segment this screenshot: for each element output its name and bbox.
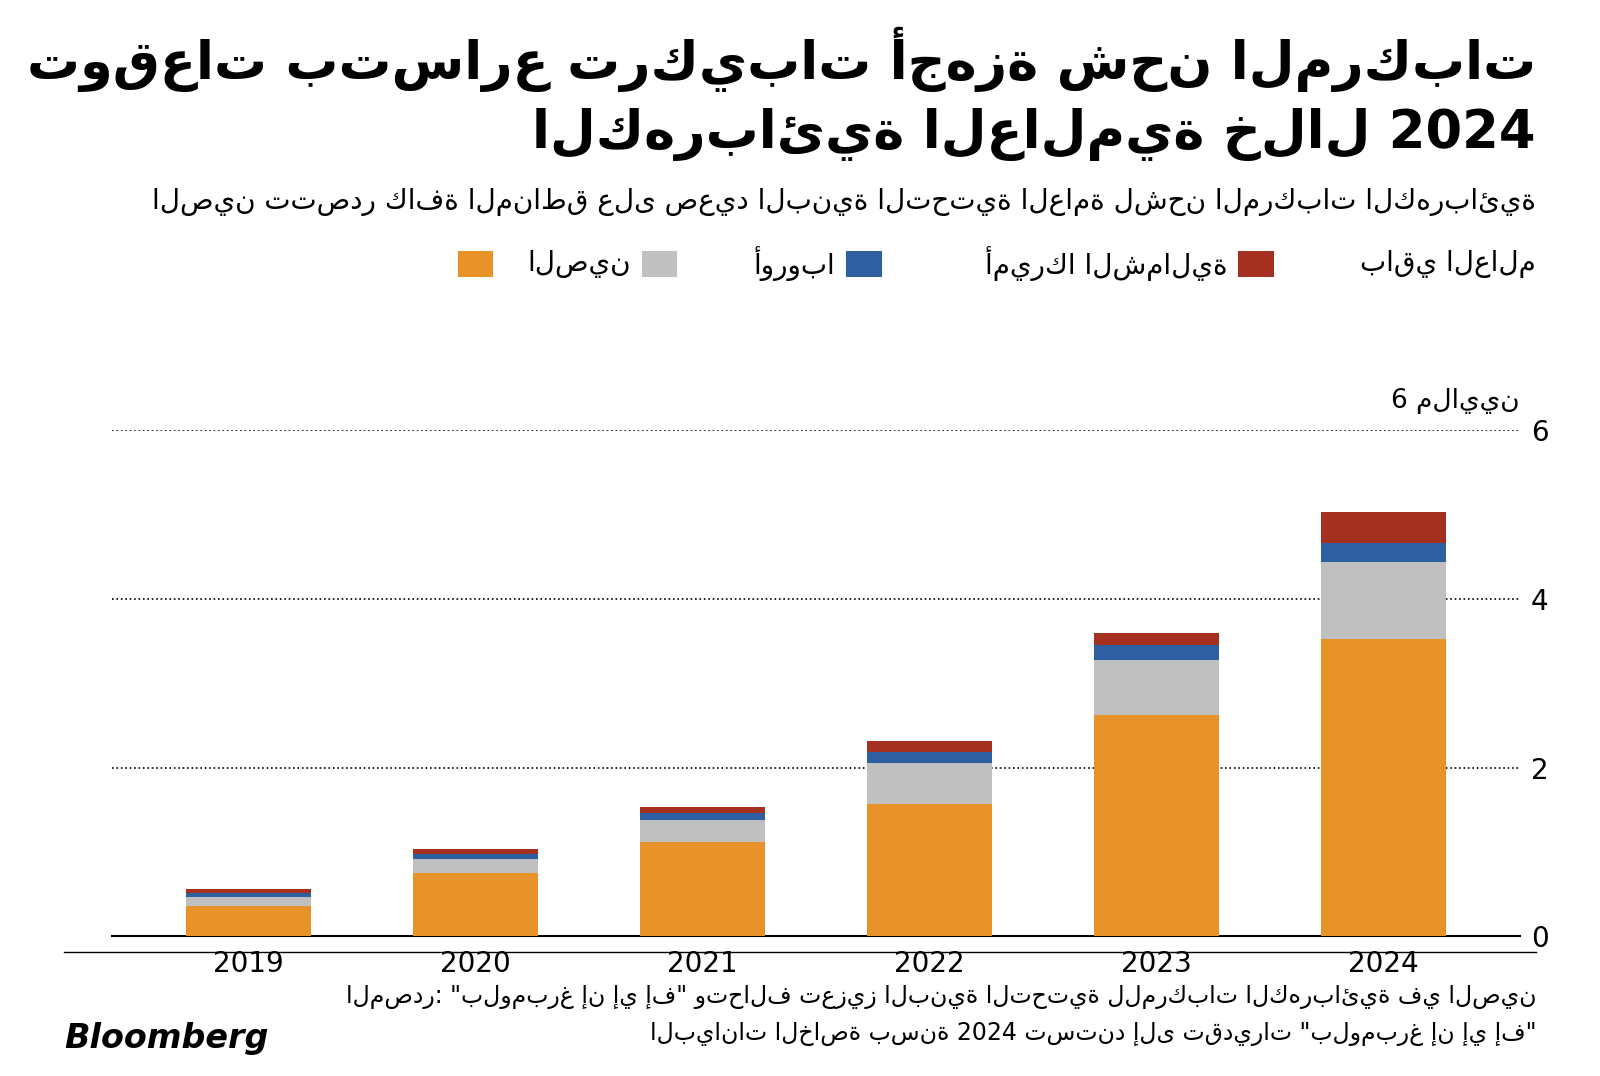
Bar (867, 804, 992, 936)
Bar (413, 873, 538, 936)
Text: الكهربائية العالمية خلال 2024: الكهربائية العالمية خلال 2024 (533, 108, 1536, 160)
Bar (1322, 512, 1446, 543)
Text: البيانات الخاصة بسنة 2024 تستند إلى تقديرات "بلومبرغ إن إي إف": البيانات الخاصة بسنة 2024 تستند إلى تقدي… (650, 1022, 1536, 1046)
Bar (1094, 633, 1219, 646)
Text: الصين تتصدر كافة المناطق على صعيد البنية التحتية العامة لشحن المركبات الكهربائية: الصين تتصدر كافة المناطق على صعيد البنية… (152, 188, 1536, 216)
Bar (640, 813, 765, 820)
Bar (1322, 543, 1446, 562)
Text: أوروبا: أوروبا (754, 246, 835, 281)
Text: الصين: الصين (526, 250, 630, 278)
Text: أميركا الشمالية: أميركا الشمالية (984, 246, 1227, 281)
Bar (867, 763, 992, 804)
Bar (640, 820, 765, 841)
Bar (1094, 660, 1219, 716)
Bar (186, 889, 310, 893)
Bar (1322, 639, 1446, 936)
Bar (186, 906, 310, 936)
Text: توقعات بتسارع تركيبات أجهزة شحن المركبات: توقعات بتسارع تركيبات أجهزة شحن المركبات (27, 27, 1536, 93)
Bar (1094, 646, 1219, 660)
Bar (640, 807, 765, 813)
Bar (867, 751, 992, 763)
Bar (186, 897, 310, 906)
Bar (1322, 562, 1446, 639)
Bar (640, 841, 765, 936)
Bar (867, 740, 992, 751)
Bar (1094, 716, 1219, 936)
Bar (413, 854, 538, 860)
Text: 6 ملايين: 6 ملايين (1392, 388, 1520, 414)
Bar (413, 849, 538, 854)
Bar (413, 860, 538, 873)
Bar (186, 893, 310, 897)
Text: المصدر: "بلومبرغ إن إي إف" وتحالف تعزيز البنية التحتية للمركبات الكهربائية في ال: المصدر: "بلومبرغ إن إي إف" وتحالف تعزيز … (346, 985, 1536, 1008)
Text: Bloomberg: Bloomberg (64, 1022, 269, 1056)
Text: باقي العالم: باقي العالم (1360, 250, 1536, 278)
